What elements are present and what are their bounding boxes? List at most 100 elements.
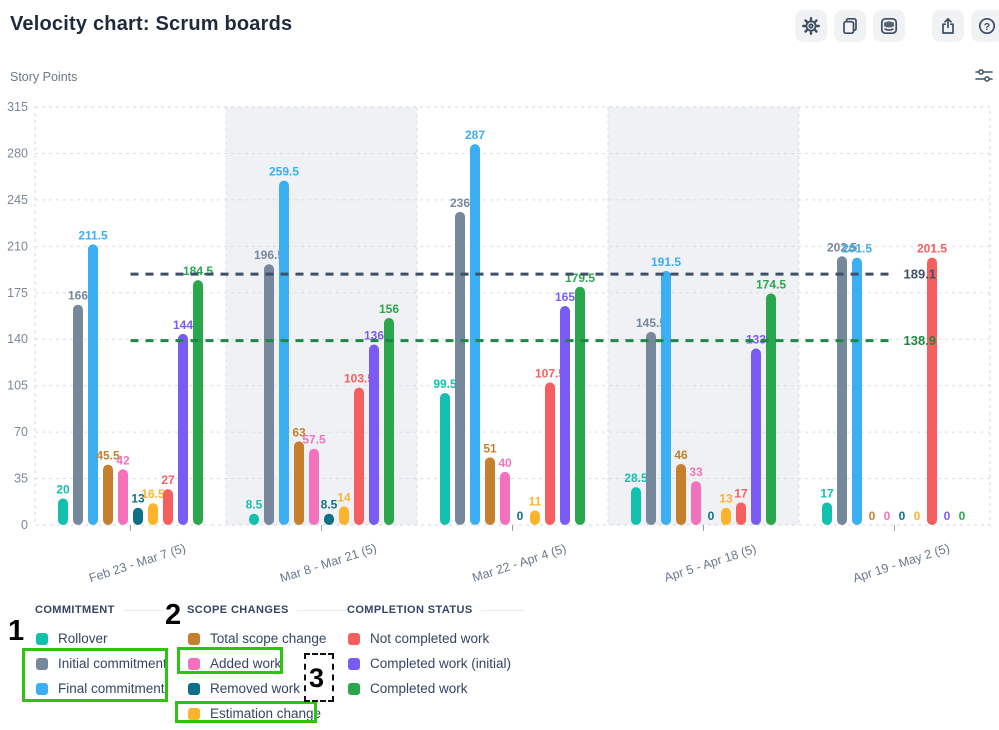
bar-initial-commitment-sprint4[interactable] xyxy=(646,331,656,525)
bar-initial-commitment-sprint5[interactable] xyxy=(837,256,847,525)
bar-total-scope-change-sprint2[interactable] xyxy=(294,441,304,525)
bar-estimation-change-sprint2[interactable] xyxy=(339,506,349,525)
bar-completed-work-sprint4[interactable] xyxy=(766,293,776,525)
bar-value-label: 0 xyxy=(899,509,906,523)
bar-total-scope-change-sprint1[interactable] xyxy=(103,464,113,525)
bar-completed-work-sprint1[interactable] xyxy=(193,280,203,525)
bar-final-commitment-sprint5[interactable] xyxy=(852,257,862,525)
bar-not-completed-work-sprint1[interactable] xyxy=(163,489,173,525)
bar-value-label: 17 xyxy=(820,486,834,500)
chart-settings-button[interactable] xyxy=(972,64,996,88)
bar-value-label: 287 xyxy=(465,128,485,142)
legend-item-completed-work-initial-[interactable]: Completed work (initial) xyxy=(347,651,525,676)
bar-value-label: 0 xyxy=(914,509,921,523)
bar-rollover-sprint1[interactable] xyxy=(58,498,68,525)
help-icon: ? xyxy=(978,17,996,35)
bar-value-label: 211.5 xyxy=(78,228,108,242)
bar-not-completed-work-sprint2[interactable] xyxy=(354,387,364,525)
bar-removed-work-sprint1[interactable] xyxy=(133,507,143,525)
legend-item-label: Completed work (initial) xyxy=(370,656,512,671)
y-tick-label: 70 xyxy=(14,425,28,439)
legend-color-chip xyxy=(36,657,48,670)
legend-item-not-completed-work[interactable]: Not completed work xyxy=(347,626,525,651)
bar-completed-work-initial--sprint3[interactable] xyxy=(560,306,570,525)
bar-estimation-change-sprint1[interactable] xyxy=(148,503,158,525)
y-tick-label: 105 xyxy=(7,379,28,393)
bar-value-label: 196.5 xyxy=(254,248,284,262)
toolbar: ? xyxy=(795,10,999,42)
bar-removed-work-sprint2[interactable] xyxy=(324,513,334,525)
bar-estimation-change-sprint4[interactable] xyxy=(721,507,731,525)
bar-value-label: 0 xyxy=(517,509,524,523)
y-tick-label: 140 xyxy=(7,332,28,346)
bar-completed-work-initial--sprint2[interactable] xyxy=(369,344,379,525)
bar-completed-work-initial--sprint1[interactable] xyxy=(178,333,188,525)
legend-item-rollover[interactable]: Rollover xyxy=(35,626,175,651)
bar-not-completed-work-sprint4[interactable] xyxy=(736,502,746,525)
bar-completed-work-sprint2[interactable] xyxy=(384,317,394,525)
bar-added-work-sprint4[interactable] xyxy=(691,481,701,525)
bar-value-label: 13 xyxy=(719,492,733,506)
bar-total-scope-change-sprint3[interactable] xyxy=(485,457,495,525)
help-button[interactable]: ? xyxy=(971,10,999,42)
legend-item-total-scope-change[interactable]: Total scope change xyxy=(187,626,347,651)
x-category-label: Mar 8 - Mar 21 (5) xyxy=(278,541,378,585)
bar-value-label: 136 xyxy=(364,329,384,343)
bar-value-label: 201.5 xyxy=(917,242,947,256)
bar-initial-commitment-sprint2[interactable] xyxy=(264,264,274,525)
legend-group-title: COMPLETION STATUS xyxy=(347,603,525,617)
legend-item-completed-work[interactable]: Completed work xyxy=(347,676,525,701)
legend-group-completion-status: COMPLETION STATUS Not completed work Compl… xyxy=(347,603,525,701)
bar-value-label: 145.5 xyxy=(636,316,666,330)
bar-final-commitment-sprint4[interactable] xyxy=(661,270,671,525)
legend-group-scope-changes: SCOPE CHANGES Total scope change Added wor… xyxy=(187,603,347,726)
bar-final-commitment-sprint2[interactable] xyxy=(279,180,289,525)
bar-total-scope-change-sprint4[interactable] xyxy=(676,463,686,525)
bar-value-label: 33 xyxy=(689,465,703,479)
bar-rollover-sprint2[interactable] xyxy=(249,513,259,525)
legend-color-chip xyxy=(36,632,48,645)
bar-final-commitment-sprint1[interactable] xyxy=(88,244,98,526)
legend-item-label: Not completed work xyxy=(370,631,490,646)
bar-added-work-sprint1[interactable] xyxy=(118,469,128,525)
bar-value-label: 57.5 xyxy=(302,433,326,447)
bar-value-label: 8.5 xyxy=(246,498,263,512)
bar-not-completed-work-sprint3[interactable] xyxy=(545,382,555,525)
bar-value-label: 201.5 xyxy=(842,242,872,256)
bar-initial-commitment-sprint1[interactable] xyxy=(73,304,83,525)
legend-item-removed-work[interactable]: Removed work xyxy=(187,676,347,701)
copy-icon xyxy=(843,17,857,35)
legend-item-final-commitment[interactable]: Final commitment xyxy=(35,676,175,701)
bar-added-work-sprint3[interactable] xyxy=(500,471,510,525)
bar-value-label: 184.5 xyxy=(183,264,213,278)
bar-value-label: 0 xyxy=(884,509,891,523)
bar-value-label: 0 xyxy=(869,509,876,523)
bar-estimation-change-sprint3[interactable] xyxy=(530,510,540,525)
bar-value-label: 144 xyxy=(173,318,193,332)
bar-value-label: 133 xyxy=(746,333,766,347)
bar-value-label: 11 xyxy=(529,494,542,508)
legend-item-added-work[interactable]: Added work xyxy=(187,651,347,676)
x-category-label: Feb 23 - Mar 7 (5) xyxy=(87,541,187,585)
legend-group-commitment: COMMITMENT Rollover Initial commitment Fina… xyxy=(35,603,175,701)
export-button[interactable] xyxy=(932,10,964,42)
legend-item-estimation-change[interactable]: Estimation change xyxy=(187,701,347,726)
bar-added-work-sprint2[interactable] xyxy=(309,448,319,525)
settings-button[interactable] xyxy=(795,10,827,42)
bar-value-label: 63 xyxy=(292,425,306,439)
bar-not-completed-work-sprint5[interactable] xyxy=(927,257,937,525)
legend-color-chip xyxy=(188,707,200,720)
legend-item-label: Added work xyxy=(210,656,282,671)
bar-value-label: 42 xyxy=(116,453,130,467)
bar-rollover-sprint5[interactable] xyxy=(822,502,832,525)
bar-completed-work-initial--sprint4[interactable] xyxy=(751,348,761,525)
bar-rollover-sprint4[interactable] xyxy=(631,487,641,525)
intercom-button[interactable] xyxy=(873,10,905,42)
bar-value-label: 51 xyxy=(483,441,497,455)
legend-item-initial-commitment[interactable]: Initial commitment xyxy=(35,651,175,676)
bar-final-commitment-sprint3[interactable] xyxy=(470,144,480,525)
copy-button[interactable] xyxy=(834,10,866,42)
bar-rollover-sprint3[interactable] xyxy=(440,392,450,525)
bar-completed-work-sprint3[interactable] xyxy=(575,286,585,525)
bar-initial-commitment-sprint3[interactable] xyxy=(455,211,465,525)
